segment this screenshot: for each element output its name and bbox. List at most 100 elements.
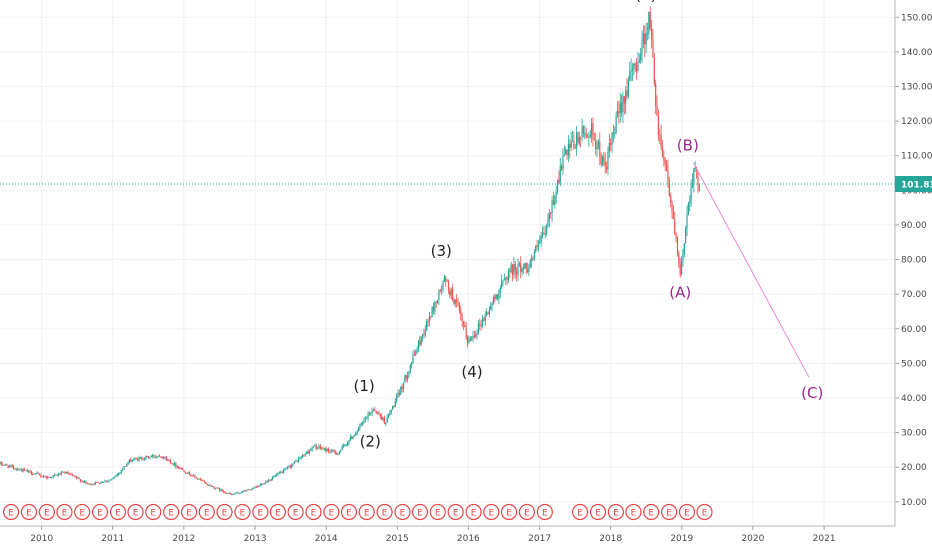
earnings-marker-label: E: [168, 509, 174, 519]
earnings-marker[interactable]: [269, 503, 286, 521]
candle-body: [227, 493, 229, 495]
earnings-marker[interactable]: [394, 503, 411, 521]
earnings-marker[interactable]: [589, 503, 607, 521]
candle-body: [477, 323, 480, 334]
candle-body: [421, 333, 424, 337]
earnings-marker[interactable]: [74, 503, 91, 521]
candle-body: [608, 143, 610, 152]
candle-body: [191, 475, 193, 477]
earnings-marker[interactable]: [234, 503, 251, 521]
candle-body: [648, 11, 650, 34]
candle-body: [442, 281, 444, 290]
candle-body: [83, 480, 86, 483]
candle-body: [406, 375, 409, 379]
earnings-marker[interactable]: [180, 503, 198, 521]
earnings-marker-label: E: [44, 509, 50, 519]
earnings-marker[interactable]: [20, 503, 38, 521]
candle-body: [11, 465, 13, 467]
candle-body: [128, 459, 131, 463]
earnings-marker[interactable]: [91, 503, 109, 521]
candle-body: [679, 264, 681, 275]
candle-body: [25, 470, 27, 471]
candle-body: [210, 486, 212, 487]
candle-body: [156, 456, 158, 458]
candle-body: [525, 263, 527, 269]
candle-body: [562, 155, 564, 170]
earnings-marker[interactable]: [678, 503, 696, 521]
earnings-marker[interactable]: [198, 503, 215, 521]
earnings-marker[interactable]: [145, 503, 162, 521]
earnings-marker[interactable]: [483, 503, 500, 521]
candle-body: [541, 232, 544, 237]
earnings-marker[interactable]: [447, 503, 464, 521]
earnings-marker[interactable]: [643, 503, 660, 521]
earnings-marker[interactable]: [376, 503, 393, 521]
candle-body: [539, 241, 541, 244]
earnings-marker[interactable]: [696, 503, 713, 521]
candle-body: [317, 447, 319, 449]
candle-body: [330, 451, 332, 453]
candle-body: [577, 132, 579, 143]
candle-body: [182, 468, 184, 471]
candle-body: [555, 191, 557, 196]
earnings-marker[interactable]: [287, 503, 304, 521]
earnings-marker[interactable]: [607, 503, 625, 521]
earnings-marker[interactable]: [163, 503, 180, 521]
candle-body: [296, 460, 298, 462]
earnings-marker[interactable]: [358, 503, 375, 521]
earnings-marker[interactable]: [323, 503, 340, 521]
candle-body: [199, 478, 201, 480]
candle-body: [107, 480, 109, 482]
earnings-marker[interactable]: [305, 503, 322, 521]
candle-body: [689, 201, 691, 204]
candle-body: [630, 70, 632, 72]
candle-body: [570, 141, 572, 149]
earnings-marker[interactable]: [252, 503, 269, 521]
candle-body: [333, 449, 335, 452]
candle-body: [529, 260, 531, 268]
earnings-marker[interactable]: [56, 503, 73, 521]
candle-body: [48, 477, 50, 478]
earnings-marker[interactable]: [625, 503, 642, 521]
earnings-marker[interactable]: [38, 503, 56, 521]
earnings-marker[interactable]: [411, 503, 429, 521]
candle-body: [97, 482, 99, 484]
earnings-marker[interactable]: [500, 503, 518, 521]
earnings-marker[interactable]: [429, 503, 446, 521]
candle-body: [79, 479, 82, 482]
earnings-marker[interactable]: [109, 503, 127, 521]
candle-body: [33, 473, 35, 475]
earnings-marker[interactable]: [465, 503, 482, 521]
earnings-marker[interactable]: [518, 503, 536, 521]
candle-body: [205, 482, 207, 485]
candle-body: [381, 416, 383, 420]
candle-body: [7, 465, 9, 468]
candle-body: [64, 472, 67, 474]
candle-body: [109, 479, 112, 481]
candle-body: [293, 461, 296, 464]
candle-body: [439, 289, 441, 291]
candle-body: [176, 466, 178, 468]
candle-body: [401, 386, 403, 389]
candle-body: [596, 147, 598, 149]
candle-body: [111, 479, 113, 480]
candle-body: [122, 468, 124, 471]
candle-body: [85, 480, 87, 483]
candle-body: [216, 487, 218, 489]
candle-body: [434, 301, 436, 311]
earnings-marker[interactable]: [2, 503, 20, 521]
candle-body: [360, 423, 362, 425]
earnings-marker[interactable]: [661, 503, 678, 521]
earnings-marker[interactable]: [572, 503, 589, 521]
candle-body: [413, 354, 415, 356]
candle-body: [43, 476, 45, 478]
earnings-marker[interactable]: [216, 503, 233, 521]
earnings-marker[interactable]: [127, 503, 144, 521]
candle-body: [292, 463, 294, 465]
earnings-marker[interactable]: [536, 503, 553, 521]
candle-body: [138, 457, 140, 461]
earnings-marker[interactable]: [340, 503, 358, 521]
wave-label-c: (C): [801, 384, 823, 402]
